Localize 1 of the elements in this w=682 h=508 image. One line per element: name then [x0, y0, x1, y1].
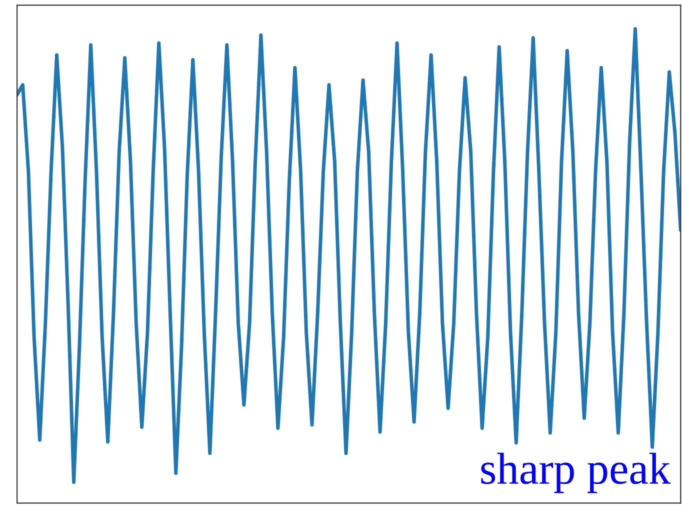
annotation: sharp peak: [481, 452, 671, 494]
